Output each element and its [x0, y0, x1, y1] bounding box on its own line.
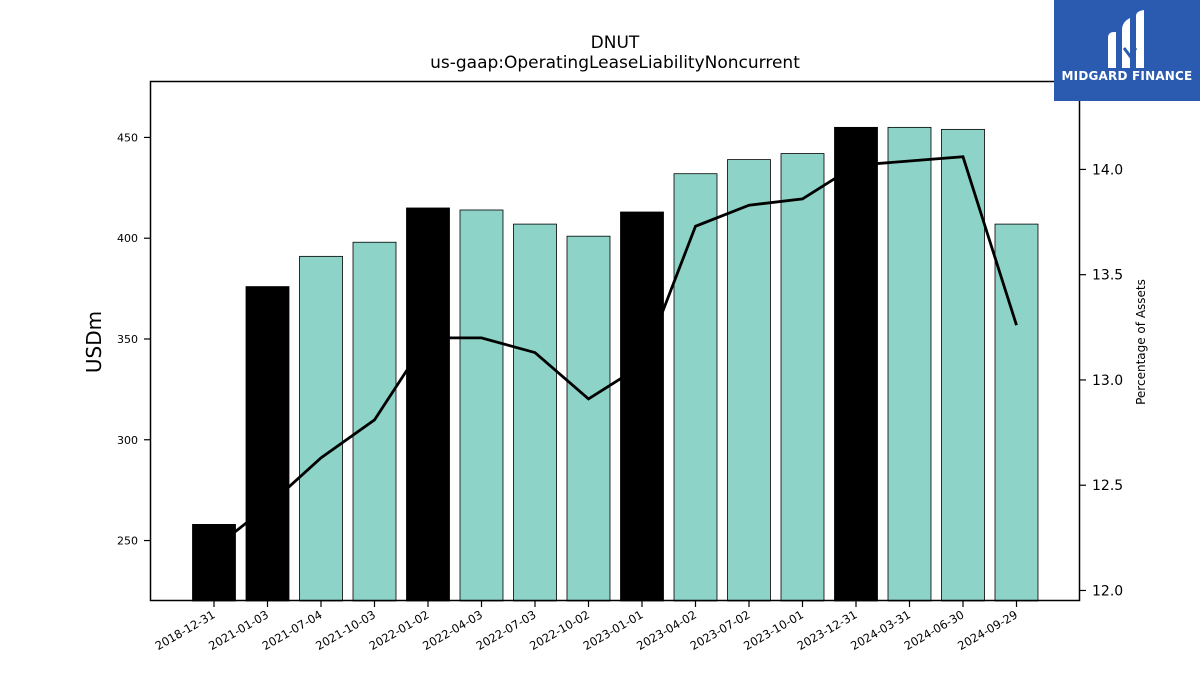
x-tick-label: 2023-10-01: [741, 607, 806, 653]
y-tick-right-label: 12.5: [1092, 478, 1123, 494]
x-tick-label: 2024-09-29: [955, 607, 1020, 653]
y-tick-right-label: 13.0: [1092, 373, 1123, 389]
x-tick-label: 2024-06-30: [902, 607, 967, 653]
bar-2022-10-02: [566, 235, 611, 602]
bar-2023-04-02: [673, 173, 718, 602]
x-tick-label: 2021-07-04: [260, 607, 325, 653]
y-ticks-right: 12.0 12.5 13.0 13.5 14.0: [1080, 162, 1123, 599]
y-ticks-left: 250 300 350 400 450: [117, 131, 150, 548]
bar-2022-01-02: [406, 207, 450, 602]
plot-frame: [149, 80, 1081, 602]
bar-2024-06-30: [941, 128, 985, 602]
x-tick-label: 2018-12-31: [153, 607, 218, 653]
x-tick-label: 2023-01-01: [581, 607, 646, 653]
bar-2021-01-03: [245, 286, 290, 602]
bar-2023-12-31: [834, 126, 878, 602]
x-tick-label: 2023-04-02: [634, 607, 699, 653]
bar-2023-10-01: [780, 153, 825, 602]
x-tick-label: 2022-01-02: [367, 607, 432, 653]
chart-title: DNUT: [590, 33, 640, 53]
y-tick-right-label: 12.0: [1092, 583, 1123, 599]
bar-2024-03-31: [887, 126, 932, 602]
bar-2024-09-29: [994, 223, 1039, 602]
bar-2023-01-01: [620, 211, 664, 602]
y-tick-right-label: 14.0: [1092, 162, 1123, 178]
bars: [192, 126, 1039, 602]
bar-2023-07-02: [727, 159, 771, 602]
x-tick-label: 2024-03-31: [848, 607, 913, 653]
bar-2021-07-04: [299, 255, 343, 602]
y-axis-label-left: USDm: [82, 310, 106, 374]
x-tick-label: 2022-07-03: [474, 607, 539, 653]
y-axis-label-right: Percentage of Assets: [1134, 279, 1148, 405]
x-tick-label: 2022-04-03: [420, 607, 485, 653]
y-tick-left-label: 400: [117, 232, 138, 245]
x-ticks: 2018-12-312021-01-032021-07-042021-10-03…: [153, 601, 1020, 653]
bar-2022-04-03: [459, 209, 504, 602]
x-tick-label: 2022-10-02: [527, 607, 592, 653]
logo-text: MIDGARD FINANCE: [1061, 69, 1193, 83]
percentage-line: [213, 155, 1018, 550]
chart-subtitle: us-gaap:OperatingLeaseLiabilityNoncurren…: [430, 53, 800, 73]
x-tick-label: 2023-07-02: [688, 607, 753, 653]
x-tick-label: 2023-12-31: [795, 607, 860, 653]
x-tick-label: 2021-01-03: [206, 607, 271, 653]
x-tick-label: 2021-10-03: [313, 607, 378, 653]
y-tick-right-label: 13.5: [1092, 268, 1123, 284]
y-tick-left-label: 450: [117, 131, 138, 144]
brand-logo: MIDGARD FINANCE: [1054, 0, 1200, 101]
y-tick-left-label: 350: [117, 333, 138, 346]
y-tick-left-label: 250: [117, 535, 138, 548]
bar-2022-07-03: [513, 223, 557, 602]
line-layer: [213, 155, 1018, 550]
y-tick-left-label: 300: [117, 434, 138, 447]
logo-mark-icon: [1108, 10, 1144, 68]
